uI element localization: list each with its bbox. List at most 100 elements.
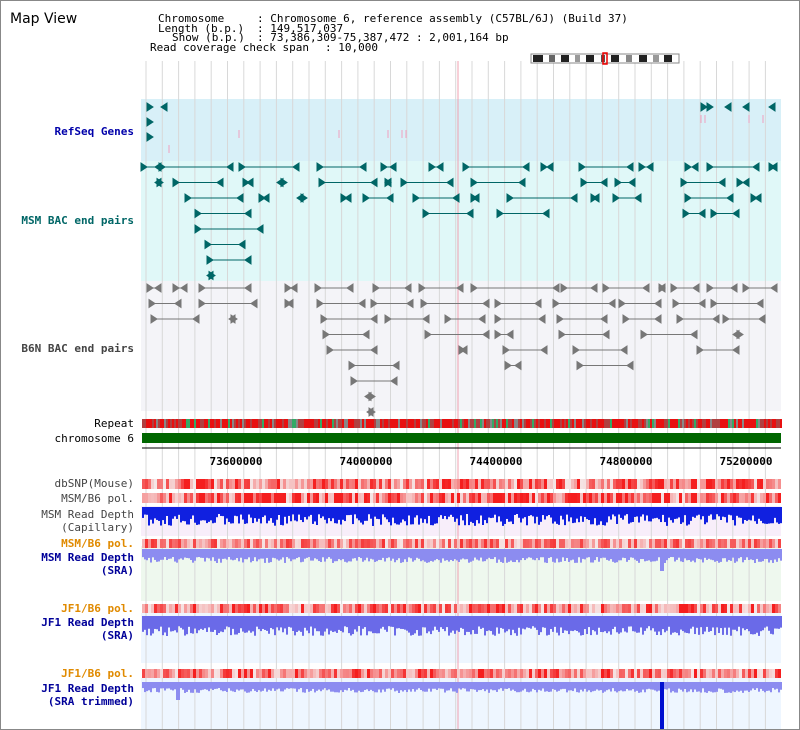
msm-depth-sra-bar [212, 549, 214, 558]
msm-depth-cap-bar [362, 507, 364, 525]
jf1-depth-trim-bar [318, 682, 320, 690]
msm-depth-cap-bar [670, 507, 672, 521]
ideogram-band [653, 55, 659, 62]
msm-b6-pol-cell [715, 493, 718, 503]
msm-depth-sra-bar [300, 549, 302, 563]
repeat-cell [746, 419, 748, 428]
msm-b6-pol-cell [376, 493, 379, 503]
feature-arrow [470, 283, 478, 293]
jf1-depth-sra-bar [588, 616, 590, 628]
msm-depth-cap-bar [770, 507, 772, 524]
dbsnp-cell [262, 479, 265, 489]
jf1-b6-pol-2-cell [508, 669, 511, 678]
feature-arrow [172, 283, 180, 293]
jf1-depth-sra-bar [238, 616, 240, 633]
jf1-depth-sra-bar [380, 616, 382, 629]
feature-arrow [406, 298, 414, 309]
msm-b6-pol-2-cell [676, 539, 679, 548]
dbsnp-cell [313, 479, 316, 489]
msm-depth-cap-bar [284, 507, 286, 517]
jf1-depth-trim-bar [312, 682, 314, 689]
jf1-b6-pol-2-cell [574, 669, 577, 678]
jf1-b6-pol-2-cell [148, 669, 151, 678]
jf1-b6-pol-cell [391, 604, 394, 613]
jf1-depth-sra-bar [286, 616, 288, 635]
chromosome-ideogram[interactable] [530, 52, 680, 65]
feature-arrow [172, 177, 180, 188]
repeat-cell [770, 419, 772, 428]
msm-depth-sra-bar [214, 549, 216, 562]
repeat-cell [256, 419, 258, 428]
jf1-b6-pol-2-cell [424, 669, 427, 678]
jf1-depth-trim-bar [332, 682, 334, 692]
msm-depth-sra-bar [668, 549, 670, 559]
dbsnp-cell [142, 479, 145, 489]
msm-depth-sra-bar [622, 549, 624, 558]
feature-arrow [698, 208, 706, 219]
msm-b6-pol-2-cell [514, 539, 517, 548]
jf1-depth-trim-bar [172, 682, 174, 691]
msm-b6-pol-2-cell [163, 539, 166, 548]
jf1-depth-trim-bar [754, 682, 756, 690]
repeat-cell [444, 419, 446, 428]
msm-b6-pol-2-cell [181, 539, 184, 548]
msm-depth-sra-bar [240, 549, 242, 558]
dbsnp-cell [160, 479, 163, 489]
jf1-b6-pol-2-cell [274, 669, 277, 678]
repeat-cell [618, 419, 620, 428]
jf1-depth-sra-bar [736, 616, 738, 632]
b6n-bac-label[interactable]: B6N BAC end pairs [21, 342, 134, 355]
msm-depth-cap-bar [274, 507, 276, 526]
dbsnp-cell [355, 479, 358, 489]
refseq-gene-arrow [146, 102, 154, 112]
msm-b6-pol-cell [670, 493, 673, 503]
jf1-b6-pol-cell [730, 604, 733, 613]
jf1-depth-sra-bar [542, 616, 544, 628]
refseq-label[interactable]: RefSeq Genes [54, 125, 134, 138]
msm-b6-pol-cell [361, 493, 364, 503]
jf1-b6-pol-cell [295, 604, 298, 613]
repeat-cell [720, 419, 722, 428]
msm-bac-label[interactable]: MSM BAC end pairs [21, 214, 134, 227]
dbsnp-cell [304, 479, 307, 489]
jf1-b6-pol-2-cell [457, 669, 460, 678]
jf1-depth-sra-bar [346, 616, 348, 628]
repeat-cell [162, 419, 164, 428]
dbsnp-cell [571, 479, 574, 489]
jf1-depth-trim-bar [586, 682, 588, 692]
msm-depth-sra-bar [168, 549, 170, 559]
jf1-depth-sra-bar [776, 616, 778, 629]
jf1-depth-trim-bar [280, 682, 282, 692]
jf1-b6-pol-cell [703, 604, 706, 613]
jf1-depth-trim-bar [764, 682, 766, 693]
feature-arrow [472, 193, 480, 203]
msm-depth-sra-bar [376, 549, 378, 562]
msm-b6-pol-cell [229, 493, 232, 503]
msm-depth-sra-bar [296, 549, 298, 559]
jf1-depth-trim-bar [776, 682, 778, 689]
jf1-b6-pol-cell [529, 604, 532, 613]
jf1-depth-trim-bar [362, 682, 364, 692]
jf1-b6-pol-2-cell [265, 669, 268, 678]
jf1-depth-trim-bar [484, 682, 486, 692]
msm-depth-sra-bar [440, 549, 442, 563]
repeat-cell [660, 419, 662, 428]
jf1-depth-sra-bar [502, 616, 504, 629]
jf1-depth-trim-bar [164, 682, 166, 691]
feature-arrow [614, 177, 622, 188]
jf1-b6-pol-2-cell [751, 669, 754, 678]
msm-b6-pol-2-cell [256, 539, 259, 548]
jf1-depth-sra-bar [438, 616, 440, 632]
msm-depth-cap-bar [758, 507, 760, 519]
msm-depth-cap-bar [522, 507, 524, 519]
msm-depth-cap-bar [490, 507, 492, 519]
dbsnp-cell [358, 479, 361, 489]
msm-b6-pol-cell [448, 493, 451, 503]
dbsnp-cell [265, 479, 268, 489]
jf1-depth-sra-bar [406, 616, 408, 631]
msm-depth-sra-bar [388, 549, 390, 558]
jf1-depth-trim-bar [632, 682, 634, 690]
jf1-depth-sra-bar [360, 616, 362, 636]
msm-depth-sra-bar [464, 549, 466, 560]
